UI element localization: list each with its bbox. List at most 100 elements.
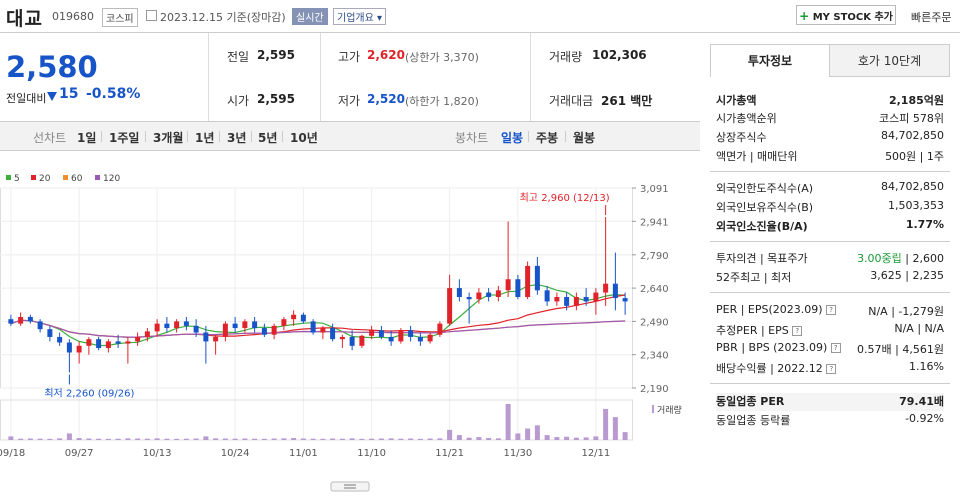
candle-chart-label[interactable]: 봉차트 <box>455 131 489 145</box>
candle-body <box>554 296 560 302</box>
open-value: 2,595 <box>257 92 295 106</box>
candle-body <box>495 290 501 297</box>
help-icon[interactable]: ? <box>792 326 803 336</box>
candle-body <box>154 323 160 332</box>
y-tick-label: 2,490 <box>640 317 669 328</box>
y-tick-label: 3,091 <box>640 184 669 195</box>
candle-body <box>388 336 394 342</box>
candle-body <box>57 336 63 343</box>
volume-bar <box>291 438 297 440</box>
tab-period-3y[interactable]: 3년 <box>227 131 247 145</box>
tab-period-3m[interactable]: 3개월 <box>153 131 184 145</box>
candle-body <box>544 290 550 302</box>
divider <box>710 241 950 242</box>
candle-body <box>174 321 180 329</box>
foreign-limit-value: 84,702,850 <box>881 180 944 193</box>
volume-bar <box>447 429 453 440</box>
change-percent: -0.58% <box>86 86 141 102</box>
base-date: 2023.12.15 기준(장마감) <box>160 11 286 24</box>
amount-label: 거래대금 <box>549 94 594 108</box>
candle-body <box>369 330 375 336</box>
candle-body <box>583 296 589 302</box>
volume-bar <box>378 438 384 440</box>
company-info-dropdown[interactable]: 기업개요 ▾ <box>333 8 386 25</box>
volume-bar <box>213 438 219 440</box>
market-cap-label: 시가총액 <box>716 94 757 107</box>
help-icon[interactable]: ? <box>830 343 841 353</box>
listed-shares-label: 상장주식수 <box>716 131 767 144</box>
prev-close-value: 2,595 <box>257 48 295 62</box>
ma-legend-label: 5 <box>14 174 20 184</box>
week52-high-value: 3,625 <box>870 269 902 282</box>
volume-bar <box>534 425 540 440</box>
my-stock-add-button[interactable]: + MY STOCK 추가 <box>796 5 896 25</box>
ma-legend-swatch <box>95 175 100 180</box>
divider <box>208 33 209 121</box>
tab-invest-info[interactable]: 투자정보 <box>710 44 830 77</box>
market-cap-rank-value: 코스피 578위 <box>879 112 944 125</box>
candle-body <box>564 296 570 306</box>
ma-line <box>10 294 626 338</box>
volume-bar <box>593 436 599 440</box>
week52-label: 52주최고 | 최저 <box>716 271 792 284</box>
candle-body <box>291 314 297 320</box>
candle-body <box>96 339 102 349</box>
divider <box>320 33 321 121</box>
price-chart: 5 20 60 120 3,091 2,941 2,790 2,640 2,490 2,340 2,… <box>0 150 700 500</box>
my-stock-label: MY STOCK 추가 <box>812 12 893 23</box>
tab-period-1w[interactable]: 1주일 <box>109 131 140 145</box>
volume-bar <box>300 438 306 440</box>
par-value-label: 액면가 | 매매단위 <box>716 150 798 163</box>
candle-body <box>437 323 443 335</box>
candle-body <box>378 330 384 337</box>
candle-body <box>242 321 248 329</box>
volume-bar <box>144 438 150 440</box>
stock-name: 대교 <box>6 8 43 30</box>
ma-legend-label: 20 <box>39 174 51 184</box>
x-tick-label: 11/30 <box>503 448 532 459</box>
volume-bar <box>476 437 482 440</box>
prev-close-label: 전일 <box>227 50 250 64</box>
tab-orderbook-10[interactable]: 호가 10단계 <box>829 44 950 77</box>
volume-bar <box>622 432 628 440</box>
tab-period-1d[interactable]: 1일 <box>77 131 97 145</box>
realtime-button[interactable]: 실시간 <box>292 8 328 25</box>
bps-value: 4,561원 <box>902 343 944 356</box>
volume-bar <box>281 438 287 440</box>
volume-bar <box>388 438 394 440</box>
volume-bar <box>417 438 423 440</box>
dividend-yield-label: 배당수익률 | 2022.12 <box>716 362 823 375</box>
tab-daily-candle[interactable]: 일봉 <box>501 131 524 145</box>
tab-monthly-candle[interactable]: 월봉 <box>573 131 596 145</box>
candle-body <box>349 336 355 346</box>
volume-bar <box>427 438 433 440</box>
market-cap-rank-label[interactable]: 시가총액순위 <box>716 112 777 125</box>
candlestick-chart-svg: 5 20 60 120 3,091 2,941 2,790 2,640 2,490 2,340 2,… <box>0 174 682 492</box>
volume-bar <box>359 438 365 440</box>
tab-period-1y[interactable]: 1년 <box>195 131 215 145</box>
candle-body <box>86 339 92 346</box>
per-value: N/A <box>868 305 888 318</box>
tab-weekly-candle[interactable]: 주봉 <box>536 131 559 145</box>
candle-body <box>339 336 345 340</box>
candle-body <box>203 332 209 342</box>
candle-body <box>359 335 365 346</box>
candle-body <box>66 342 72 353</box>
quick-order-link[interactable]: 빠른주문 <box>911 11 952 24</box>
est-per-value: N/A <box>894 322 914 335</box>
line-chart-label[interactable]: 선차트 <box>33 131 67 145</box>
volume-bar <box>466 437 472 440</box>
volume-bar <box>115 438 121 440</box>
tab-period-5y[interactable]: 5년 <box>258 131 278 145</box>
help-icon[interactable]: ? <box>826 305 837 315</box>
ma-legend-swatch <box>6 175 11 180</box>
tab-period-10y[interactable]: 10년 <box>290 131 318 145</box>
candle-body <box>164 323 170 329</box>
listed-shares-value: 84,702,850 <box>881 129 944 142</box>
help-icon[interactable]: ? <box>826 364 837 374</box>
pbr-bps-label: PBR | BPS (2023.09) <box>716 341 828 354</box>
candle-body <box>534 265 540 291</box>
volume-bar <box>242 438 248 440</box>
candle-body <box>622 298 628 302</box>
volume-bar <box>135 438 141 440</box>
